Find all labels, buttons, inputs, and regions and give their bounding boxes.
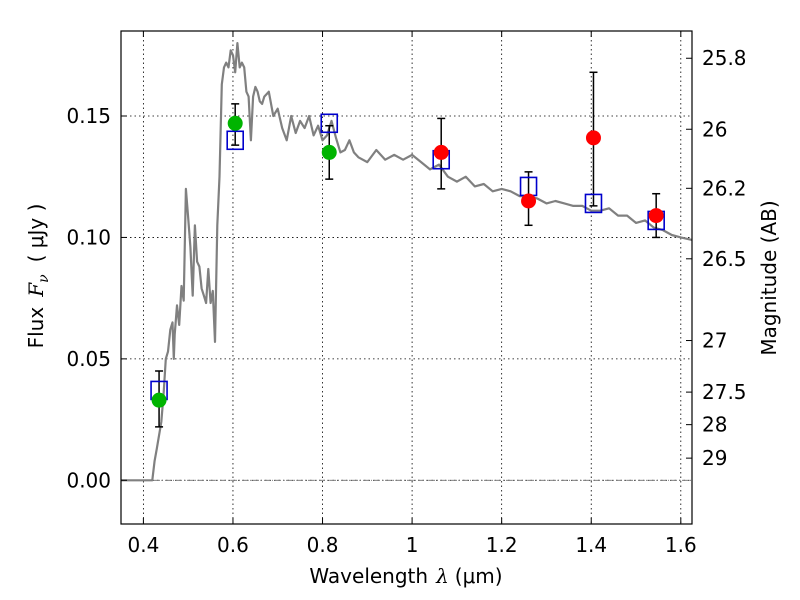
x-tick-label: 1.6 bbox=[665, 533, 697, 557]
model-point-square bbox=[226, 130, 244, 151]
right-y-axis-label: Magnitude (AB) bbox=[757, 200, 781, 355]
y-tick-label: 0.00 bbox=[66, 468, 111, 492]
data-point-circle bbox=[585, 130, 601, 146]
data-point-circle bbox=[433, 144, 449, 160]
x-tick-label: 1.4 bbox=[575, 533, 607, 557]
y-tick-label: 0.15 bbox=[66, 104, 111, 128]
x-axis-label: Wavelength λ (μm) bbox=[309, 564, 502, 588]
model-point-square bbox=[584, 193, 603, 214]
axis-ticks: 0.4 0.6 0.8 1 1.2 1.4 1.6 0.00 0.05 0.10 0.15 25.8 2… bbox=[66, 31, 747, 557]
model-spectrum bbox=[121, 42, 693, 482]
y2-tick-label: 27.5 bbox=[702, 380, 747, 404]
x-tick-label: 0.8 bbox=[307, 533, 339, 557]
y-tick-label: 0.05 bbox=[66, 347, 111, 371]
data-point-circle bbox=[151, 392, 167, 408]
y-tick-label: 0.10 bbox=[66, 225, 111, 249]
data-point-circle bbox=[521, 193, 537, 209]
data-point-circle bbox=[648, 208, 664, 224]
spectrum-line bbox=[121, 42, 693, 482]
y2-tick-label: 26 bbox=[702, 117, 727, 141]
x-tick-label: 0.6 bbox=[217, 533, 249, 557]
x-tick-label: 0.4 bbox=[127, 533, 159, 557]
y-axis-label: FluxFν( μJy ) bbox=[24, 204, 52, 349]
y2-tick-label: 26.5 bbox=[702, 247, 747, 271]
y2-tick-label: 27 bbox=[702, 329, 727, 353]
model-point-square bbox=[320, 113, 339, 134]
x-tick-label: 1.2 bbox=[486, 533, 518, 557]
data-markers bbox=[150, 113, 665, 408]
y2-tick-label: 26.2 bbox=[702, 176, 747, 200]
y2-tick-label: 29 bbox=[702, 446, 727, 470]
x-tick-label: 1 bbox=[406, 533, 419, 557]
y2-tick-label: 25.8 bbox=[702, 46, 747, 70]
data-point-circle bbox=[321, 144, 337, 160]
y2-tick-label: 28 bbox=[702, 413, 727, 437]
data-point-circle bbox=[227, 115, 243, 131]
plot-frame bbox=[120, 30, 693, 525]
